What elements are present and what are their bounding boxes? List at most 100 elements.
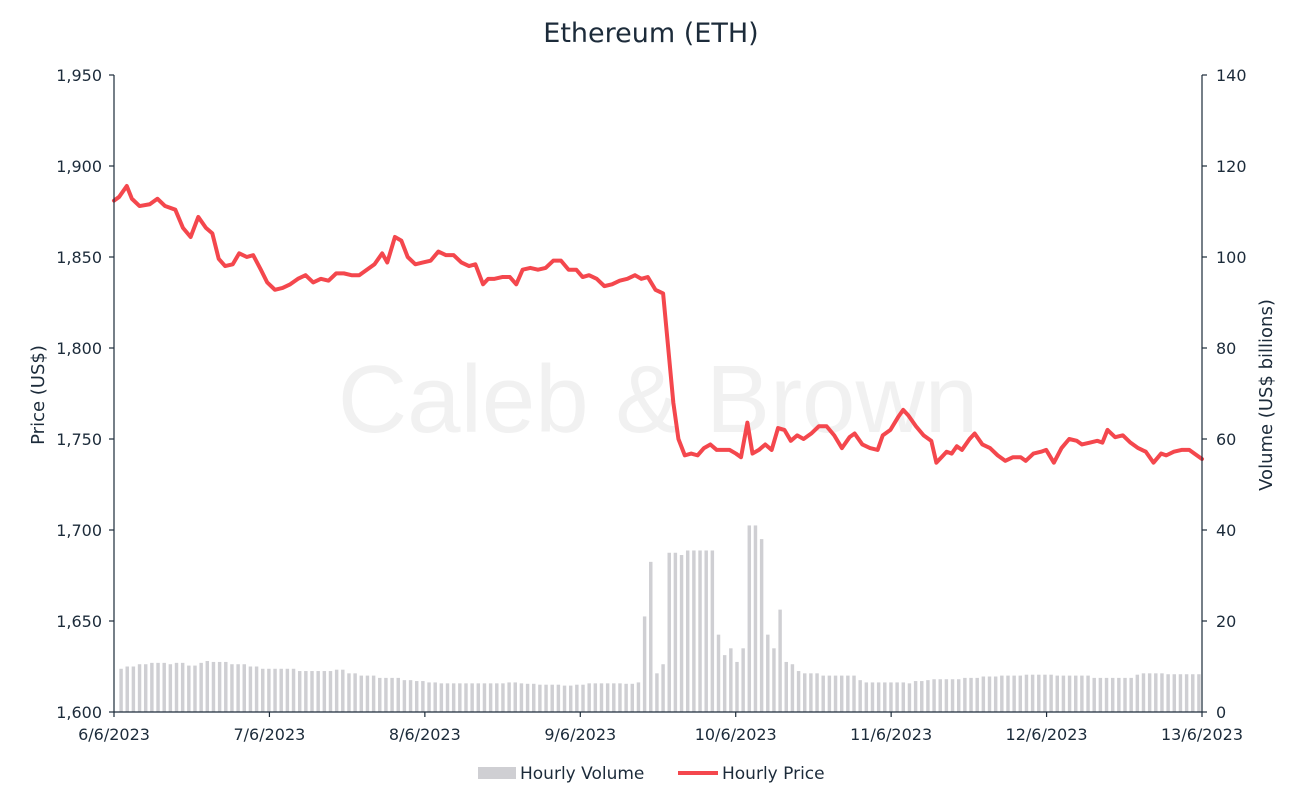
volume-bar: [532, 683, 536, 712]
volume-bar: [772, 648, 776, 712]
volume-bar: [525, 683, 530, 712]
volume-bar: [796, 671, 801, 712]
x-tick-label: 12/6/2023: [1006, 725, 1088, 744]
volume-bar: [371, 675, 376, 712]
volume-bar: [642, 616, 647, 712]
volume-bar: [858, 680, 862, 712]
volume-bar: [1006, 675, 1010, 712]
volume-bar: [236, 664, 240, 712]
volume-bar: [685, 550, 690, 712]
volume-bar: [1104, 677, 1109, 713]
volume-bar: [291, 668, 296, 712]
volume-bar: [956, 679, 961, 712]
volume-bar: [895, 682, 899, 712]
volume-bar: [716, 634, 721, 712]
left-tick-label: 1,600: [56, 703, 102, 722]
legend-volume-label: Hourly Volume: [520, 764, 644, 784]
volume-bar: [901, 682, 906, 712]
volume-bar: [1024, 674, 1029, 712]
volume-bar: [944, 679, 949, 712]
volume-bar: [975, 677, 979, 713]
volume-bar: [162, 662, 166, 712]
volume-bar: [470, 683, 474, 712]
volume-bar: [1135, 674, 1140, 712]
right-tick-label: 0: [1216, 703, 1226, 722]
right-ticks: 0 20 40 60 80 100 120 140: [1202, 66, 1247, 722]
volume-bar: [1074, 675, 1078, 712]
volume-bar: [839, 675, 844, 712]
volume-bar: [821, 675, 825, 712]
volume-bar: [1110, 677, 1115, 713]
volume-bar: [1092, 677, 1096, 713]
volume-bar: [815, 673, 819, 712]
volume-bar: [692, 550, 696, 712]
legend-volume-swatch: [478, 767, 516, 779]
volume-bar: [784, 661, 788, 712]
volume-bars: [119, 525, 1201, 713]
volume-bar: [759, 539, 764, 712]
chart-title: Ethereum (ETH): [543, 18, 758, 49]
volume-bar: [661, 664, 665, 712]
volume-bar: [297, 671, 302, 712]
volume-bar: [217, 661, 222, 712]
volume-bar: [1129, 677, 1133, 713]
volume-bar: [544, 684, 548, 712]
x-ticks: 6/6/2023 7/6/2023 8/6/2023 9/6/2023 10/6/202…: [78, 712, 1243, 744]
y-left-axis-label: Price (US$): [28, 345, 49, 445]
volume-bar: [605, 683, 610, 712]
volume-bar: [803, 673, 807, 712]
volume-bar: [322, 671, 327, 712]
volume-bar: [1055, 675, 1059, 712]
volume-bar: [1141, 673, 1146, 712]
volume-bar: [519, 683, 524, 712]
volume-bar: [1012, 675, 1016, 712]
x-tick-label: 9/6/2023: [544, 725, 616, 744]
volume-bar: [267, 668, 271, 712]
volume-bar: [1061, 675, 1066, 712]
right-tick-label: 100: [1216, 248, 1247, 267]
watermark: Caleb & Brown: [338, 346, 978, 453]
volume-bar: [507, 682, 511, 712]
volume-bar: [538, 684, 542, 712]
volume-bar: [556, 684, 561, 712]
volume-bar: [310, 671, 314, 712]
volume-bar: [913, 681, 918, 712]
right-tick-label: 80: [1216, 339, 1236, 358]
volume-bar: [833, 675, 838, 712]
volume-bar: [1172, 674, 1177, 712]
x-tick-label: 8/6/2023: [389, 725, 461, 744]
volume-bar: [593, 683, 598, 712]
x-tick-label: 6/6/2023: [78, 725, 150, 744]
volume-bar: [1117, 677, 1121, 713]
volume-bar: [926, 680, 930, 712]
volume-bar: [187, 665, 191, 712]
volume-bar: [341, 669, 345, 712]
volume-bar: [950, 679, 955, 712]
volume-bar: [143, 664, 148, 712]
volume-bar: [365, 675, 370, 712]
volume-bar: [205, 661, 210, 712]
volume-bar: [630, 683, 635, 712]
volume-bar: [876, 682, 881, 712]
volume-bar: [907, 683, 912, 712]
volume-bar: [981, 676, 986, 712]
volume-bar: [963, 677, 967, 713]
legend: Hourly Volume Hourly Price: [478, 764, 825, 784]
volume-bar: [735, 661, 739, 712]
volume-bar: [119, 668, 123, 712]
volume-bar: [969, 677, 973, 713]
right-tick-label: 20: [1216, 612, 1236, 631]
volume-bar: [599, 683, 604, 712]
volume-bar: [938, 679, 942, 712]
volume-bar: [550, 684, 554, 712]
volume-bar: [347, 673, 351, 712]
volume-bar: [193, 665, 197, 712]
volume-bar: [741, 648, 745, 712]
volume-bar: [445, 683, 450, 712]
volume-bar: [667, 552, 671, 712]
volume-bar: [1018, 675, 1023, 712]
volume-bar: [679, 555, 684, 712]
volume-bar: [150, 662, 154, 712]
volume-bar: [1067, 675, 1072, 712]
left-tick-label: 1,850: [56, 248, 102, 267]
